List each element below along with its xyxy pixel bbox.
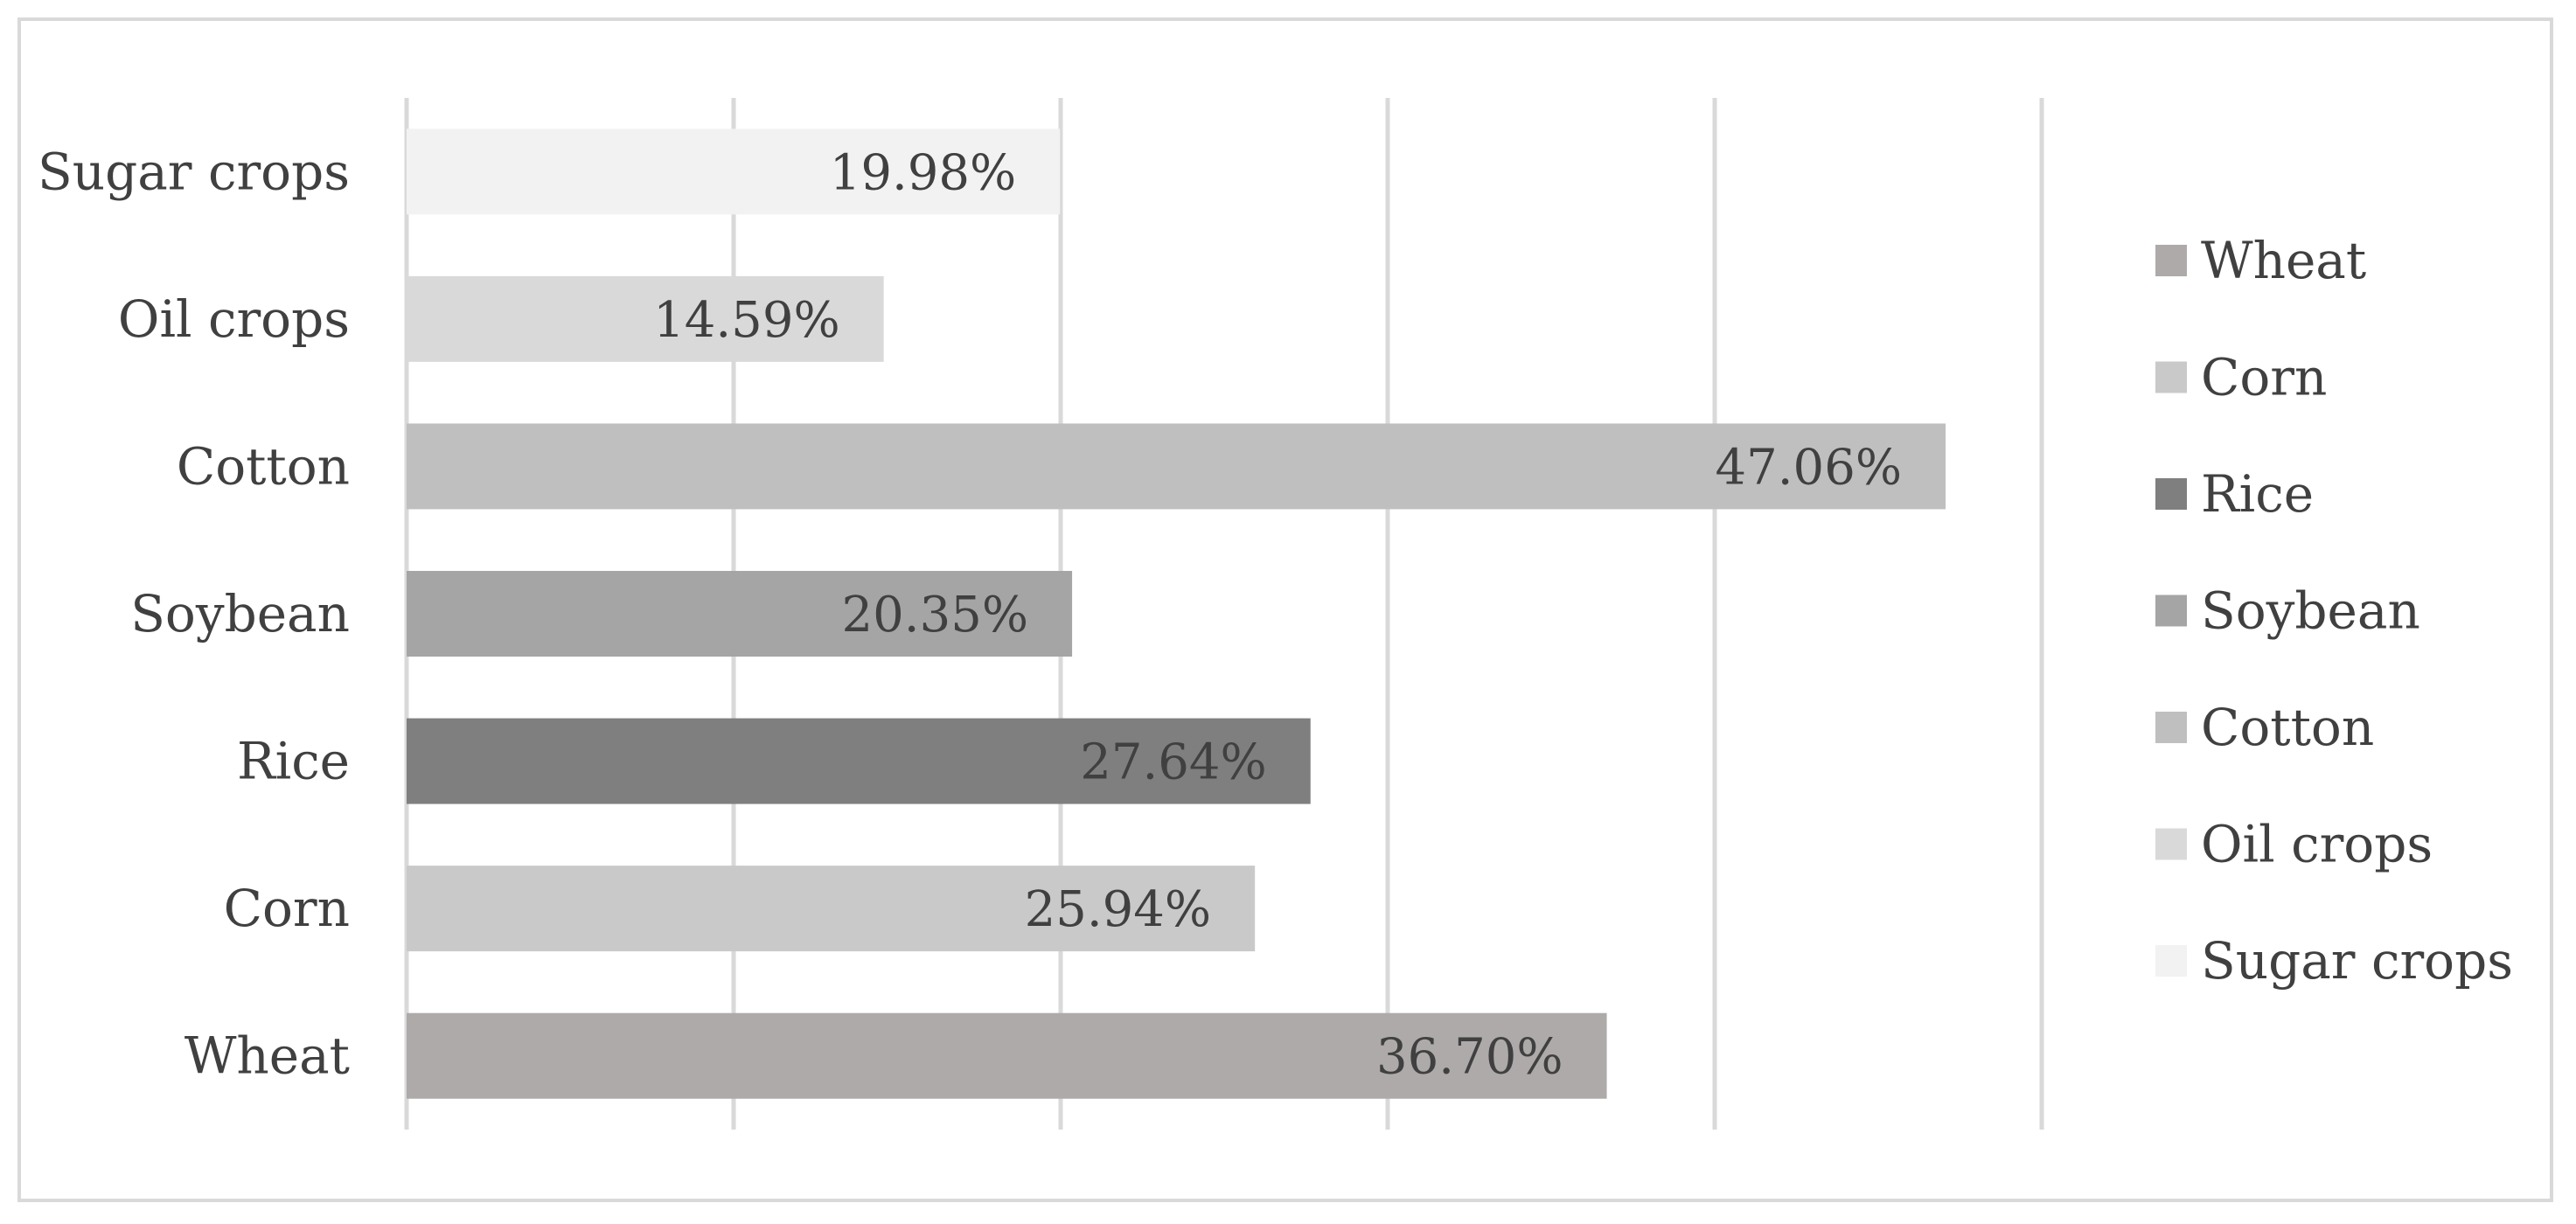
data-label: 27.64% xyxy=(1080,734,1267,791)
data-label: 14.59% xyxy=(653,292,840,349)
category-label: Cotton xyxy=(177,436,350,496)
category-label: Rice xyxy=(237,732,350,791)
bar-cotton xyxy=(407,423,1946,510)
legend-label: Rice xyxy=(2201,464,2314,524)
legend: Wheat Corn Rice Soybean Cotton Oil crops Sugar… xyxy=(2155,231,2513,991)
category-label: Soybean xyxy=(130,584,350,643)
bar-wheat xyxy=(407,1012,1607,1099)
legend-swatch xyxy=(2155,245,2187,276)
category-label: Sugar crops xyxy=(38,142,350,201)
legend-label: Oil crops xyxy=(2201,815,2433,874)
bar-corn xyxy=(407,866,1256,952)
category-label: Oil crops xyxy=(118,289,350,349)
legend-swatch xyxy=(2155,595,2187,627)
data-label: 47.06% xyxy=(1716,439,1903,496)
legend-swatch xyxy=(2155,361,2187,393)
data-label: 25.94% xyxy=(1025,881,1212,938)
legend-label: Sugar crops xyxy=(2201,931,2513,991)
data-label: 36.70% xyxy=(1376,1029,1563,1086)
data-labels: 36.70% 25.94% 27.64% 20.35% 47.06% 14.59% 19.9… xyxy=(653,144,1902,1085)
legend-swatch xyxy=(2155,478,2187,510)
bar-rice xyxy=(407,718,1311,804)
category-label: Corn xyxy=(224,879,350,938)
legend-swatch xyxy=(2155,828,2187,860)
legend-swatch xyxy=(2155,712,2187,743)
bar-sugar-crops xyxy=(407,129,1061,215)
gridlines xyxy=(404,98,2044,1130)
category-label: Wheat xyxy=(184,1026,350,1086)
data-label: 19.98% xyxy=(830,144,1017,201)
bars xyxy=(407,129,1946,1099)
category-labels: Wheat Corn Rice Soybean Cotton Oil crops Sugar… xyxy=(38,142,350,1085)
legend-label: Cotton xyxy=(2201,698,2374,757)
bar-soybean xyxy=(407,571,1073,657)
bar-oil-crops xyxy=(407,275,884,362)
data-label: 20.35% xyxy=(842,587,1029,643)
legend-swatch xyxy=(2155,945,2187,977)
legend-label: Corn xyxy=(2201,348,2327,407)
legend-label: Wheat xyxy=(2201,231,2366,290)
legend-label: Soybean xyxy=(2201,581,2420,641)
